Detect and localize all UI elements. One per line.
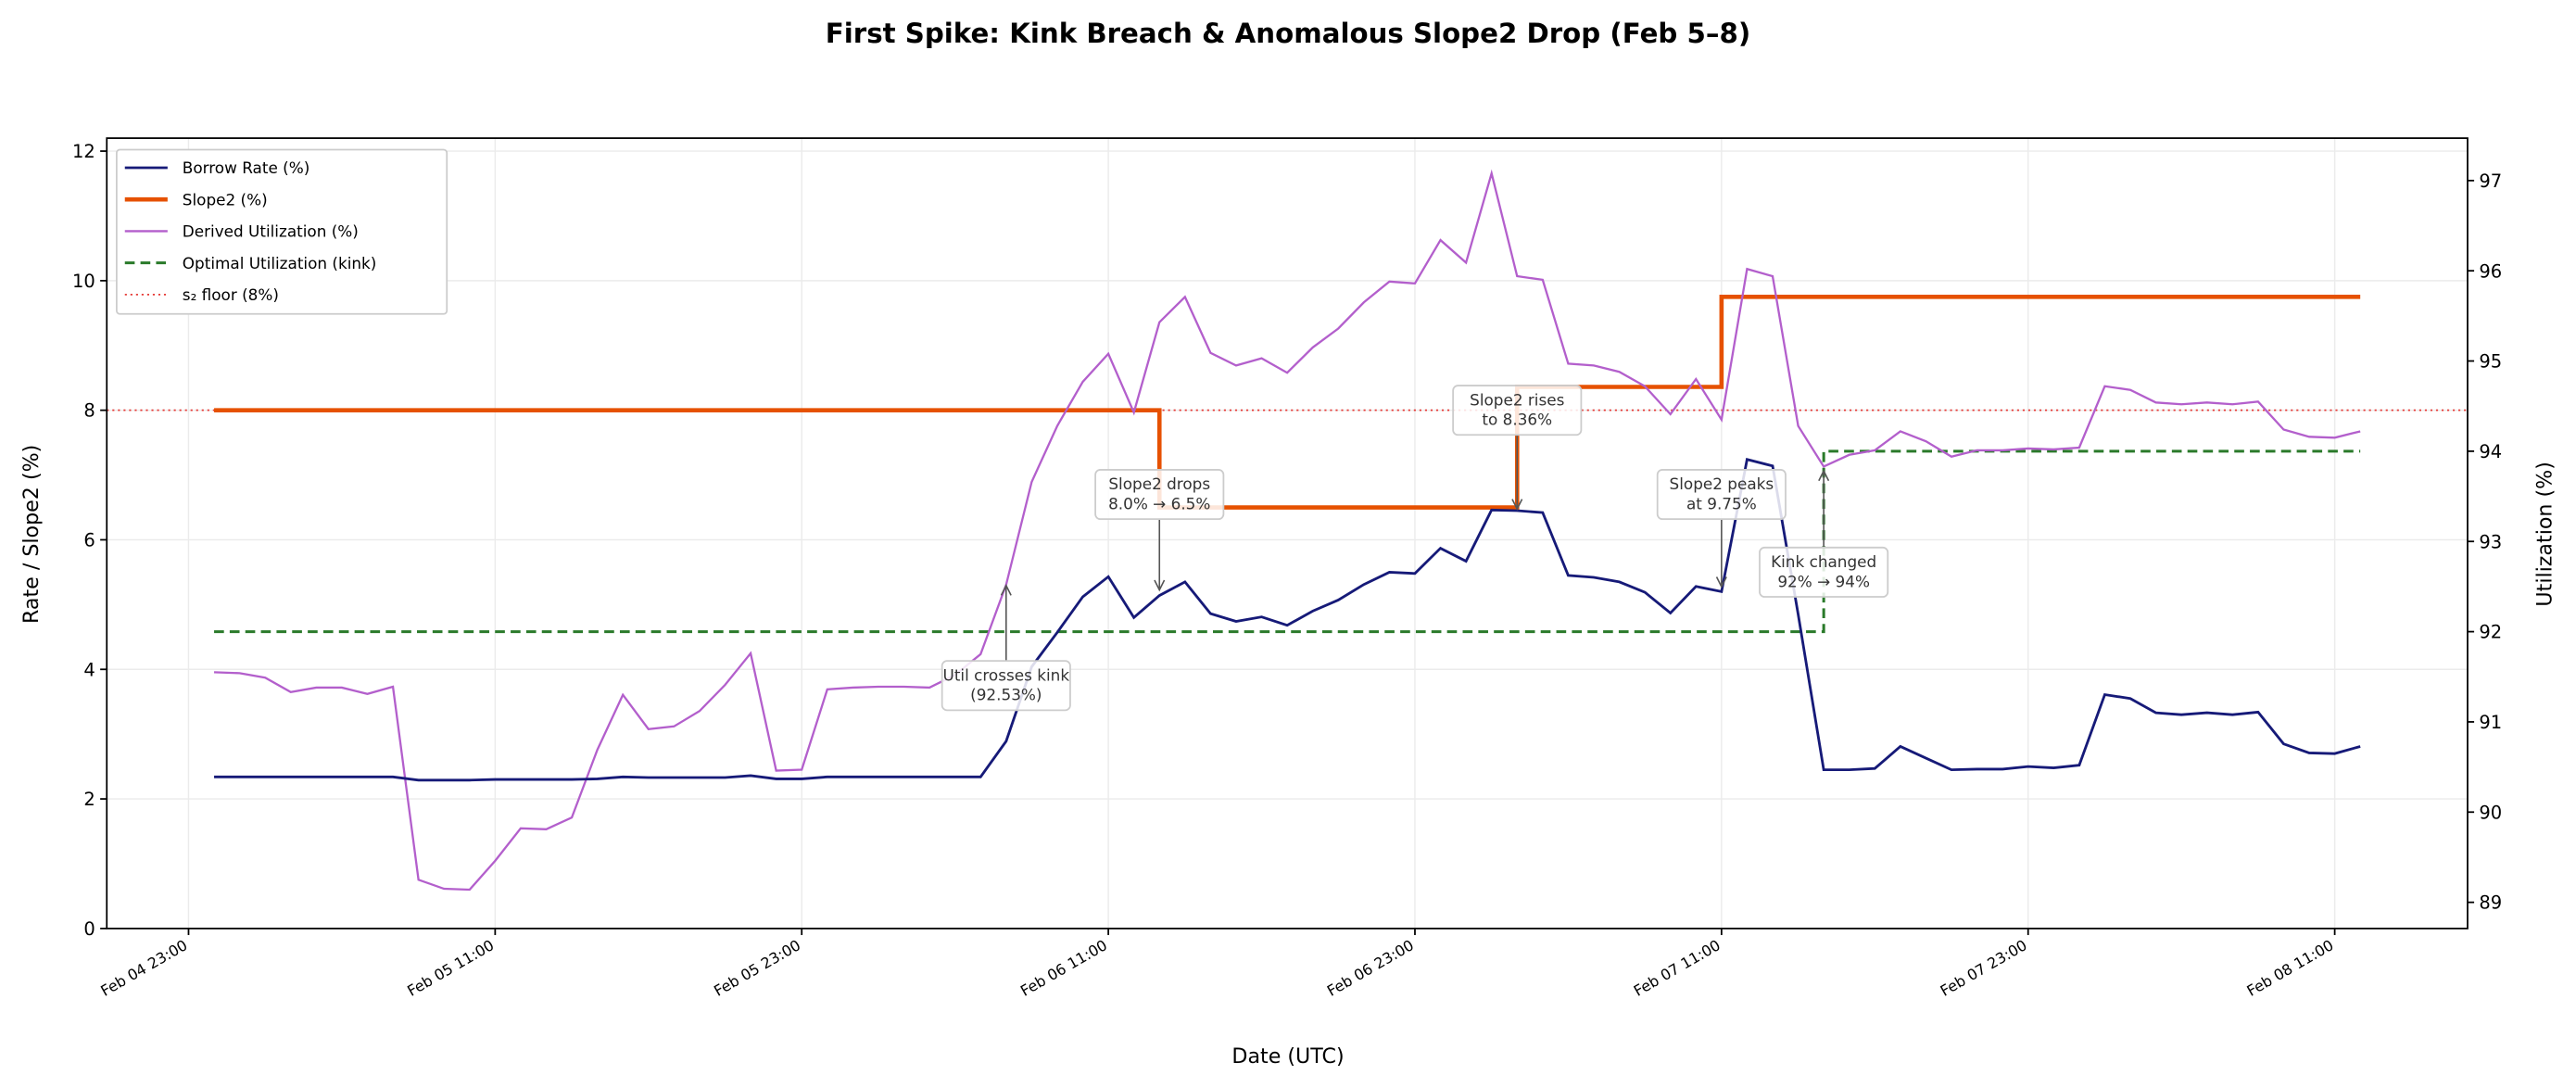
legend-label: Borrow Rate (%) bbox=[183, 158, 309, 177]
x-tick-label: Feb 06 11:00 bbox=[1017, 936, 1110, 1000]
annotation-text: at 9.75% bbox=[1686, 494, 1757, 512]
legend-label: Optimal Utilization (kink) bbox=[183, 254, 377, 272]
legend-label: Slope2 (%) bbox=[183, 190, 268, 209]
legend: Borrow Rate (%) Slope2 (%) Derived Utiliza… bbox=[115, 148, 448, 315]
annotation-box bbox=[1759, 546, 1889, 598]
y-tick-label-left: 0 bbox=[83, 918, 95, 940]
chart-title: First Spike: Kink Breach & Anomalous Slo… bbox=[826, 18, 1750, 49]
annotation-text: Slope2 drops bbox=[1108, 474, 1210, 493]
annotations: Util crosses kink (92.53%) Slope2 drops8.0… bbox=[941, 385, 1889, 712]
y-tick-label-right: 93 bbox=[2479, 531, 2502, 552]
arrowhead-icon bbox=[1715, 576, 1727, 588]
x-axis-label: Date (UTC) bbox=[1231, 1044, 1344, 1069]
annotation-text: Slope2 peaks bbox=[1670, 474, 1774, 493]
x-tick-label: Feb 07 11:00 bbox=[1631, 936, 1724, 1000]
y-tick-label-right: 92 bbox=[2479, 622, 2502, 643]
x-tick-label: Feb 06 23:00 bbox=[1324, 936, 1417, 1000]
annotation-text: 8.0% → 6.5% bbox=[1108, 494, 1210, 512]
x-tick-label: Feb 08 11:00 bbox=[2244, 936, 2337, 1000]
annotation-box bbox=[941, 660, 1071, 712]
y-tick-label-left: 4 bbox=[83, 659, 95, 680]
y-tick-label-left: 12 bbox=[72, 141, 95, 162]
y-tick-label-right: 97 bbox=[2479, 171, 2502, 192]
arrowhead-icon bbox=[1000, 583, 1012, 596]
x-tick-label: Feb 05 11:00 bbox=[404, 936, 497, 1000]
arrowhead-icon bbox=[1511, 499, 1523, 512]
y-tick-label-right: 94 bbox=[2479, 441, 2502, 462]
borrow-rate-line bbox=[214, 458, 2361, 782]
legend-label: s₂ floor (8%) bbox=[183, 285, 279, 304]
y-tick-label-right: 89 bbox=[2479, 892, 2502, 914]
gridlines bbox=[107, 138, 2468, 930]
annotation-text: Kink changed bbox=[1771, 552, 1876, 571]
y-tick-label-left: 6 bbox=[83, 530, 95, 551]
y-tick-label-left: 2 bbox=[83, 789, 95, 810]
annotation: Slope2 rises to 8.36% bbox=[1452, 385, 1583, 512]
slope2-line bbox=[214, 295, 2361, 510]
annotation-text: Util crosses kink bbox=[943, 665, 1070, 684]
y-tick-label-left: 8 bbox=[83, 400, 95, 422]
y-tick-label-left: 10 bbox=[72, 271, 95, 292]
arrowhead-icon bbox=[1818, 469, 1830, 482]
annotation-box bbox=[1452, 385, 1583, 436]
annotation-text: to 8.36% bbox=[1482, 411, 1552, 429]
annotation-text: Slope2 rises bbox=[1470, 390, 1564, 409]
x-tick-label: Feb 07 23:00 bbox=[1938, 936, 2030, 1000]
y-tick-label-right: 91 bbox=[2479, 712, 2502, 733]
y-tick-label-right: 95 bbox=[2479, 351, 2502, 373]
kink-line bbox=[214, 449, 2361, 634]
plot-frame bbox=[106, 137, 2469, 930]
y-tick-label-right: 96 bbox=[2479, 260, 2502, 282]
y-tick-label-right: 90 bbox=[2479, 802, 2502, 823]
y-axis-label-left: Rate / Slope2 (%) bbox=[19, 445, 44, 624]
y-axis-label-right: Utilization (%) bbox=[2532, 462, 2557, 606]
annotation-text: (92.53%) bbox=[970, 686, 1042, 704]
annotation-box bbox=[1094, 469, 1225, 521]
arrowhead-icon bbox=[1154, 579, 1166, 592]
legend-box bbox=[115, 148, 448, 315]
annotation-box bbox=[1656, 469, 1787, 521]
x-tick-label: Feb 05 23:00 bbox=[711, 936, 803, 1000]
annotation: Util crosses kink (92.53%) bbox=[941, 583, 1071, 712]
x-tick-label: Feb 04 23:00 bbox=[97, 936, 190, 1000]
legend-label: Derived Utilization (%) bbox=[183, 222, 359, 241]
utilization-line bbox=[214, 169, 2361, 892]
annotation-text: 92% → 94% bbox=[1777, 572, 1870, 590]
